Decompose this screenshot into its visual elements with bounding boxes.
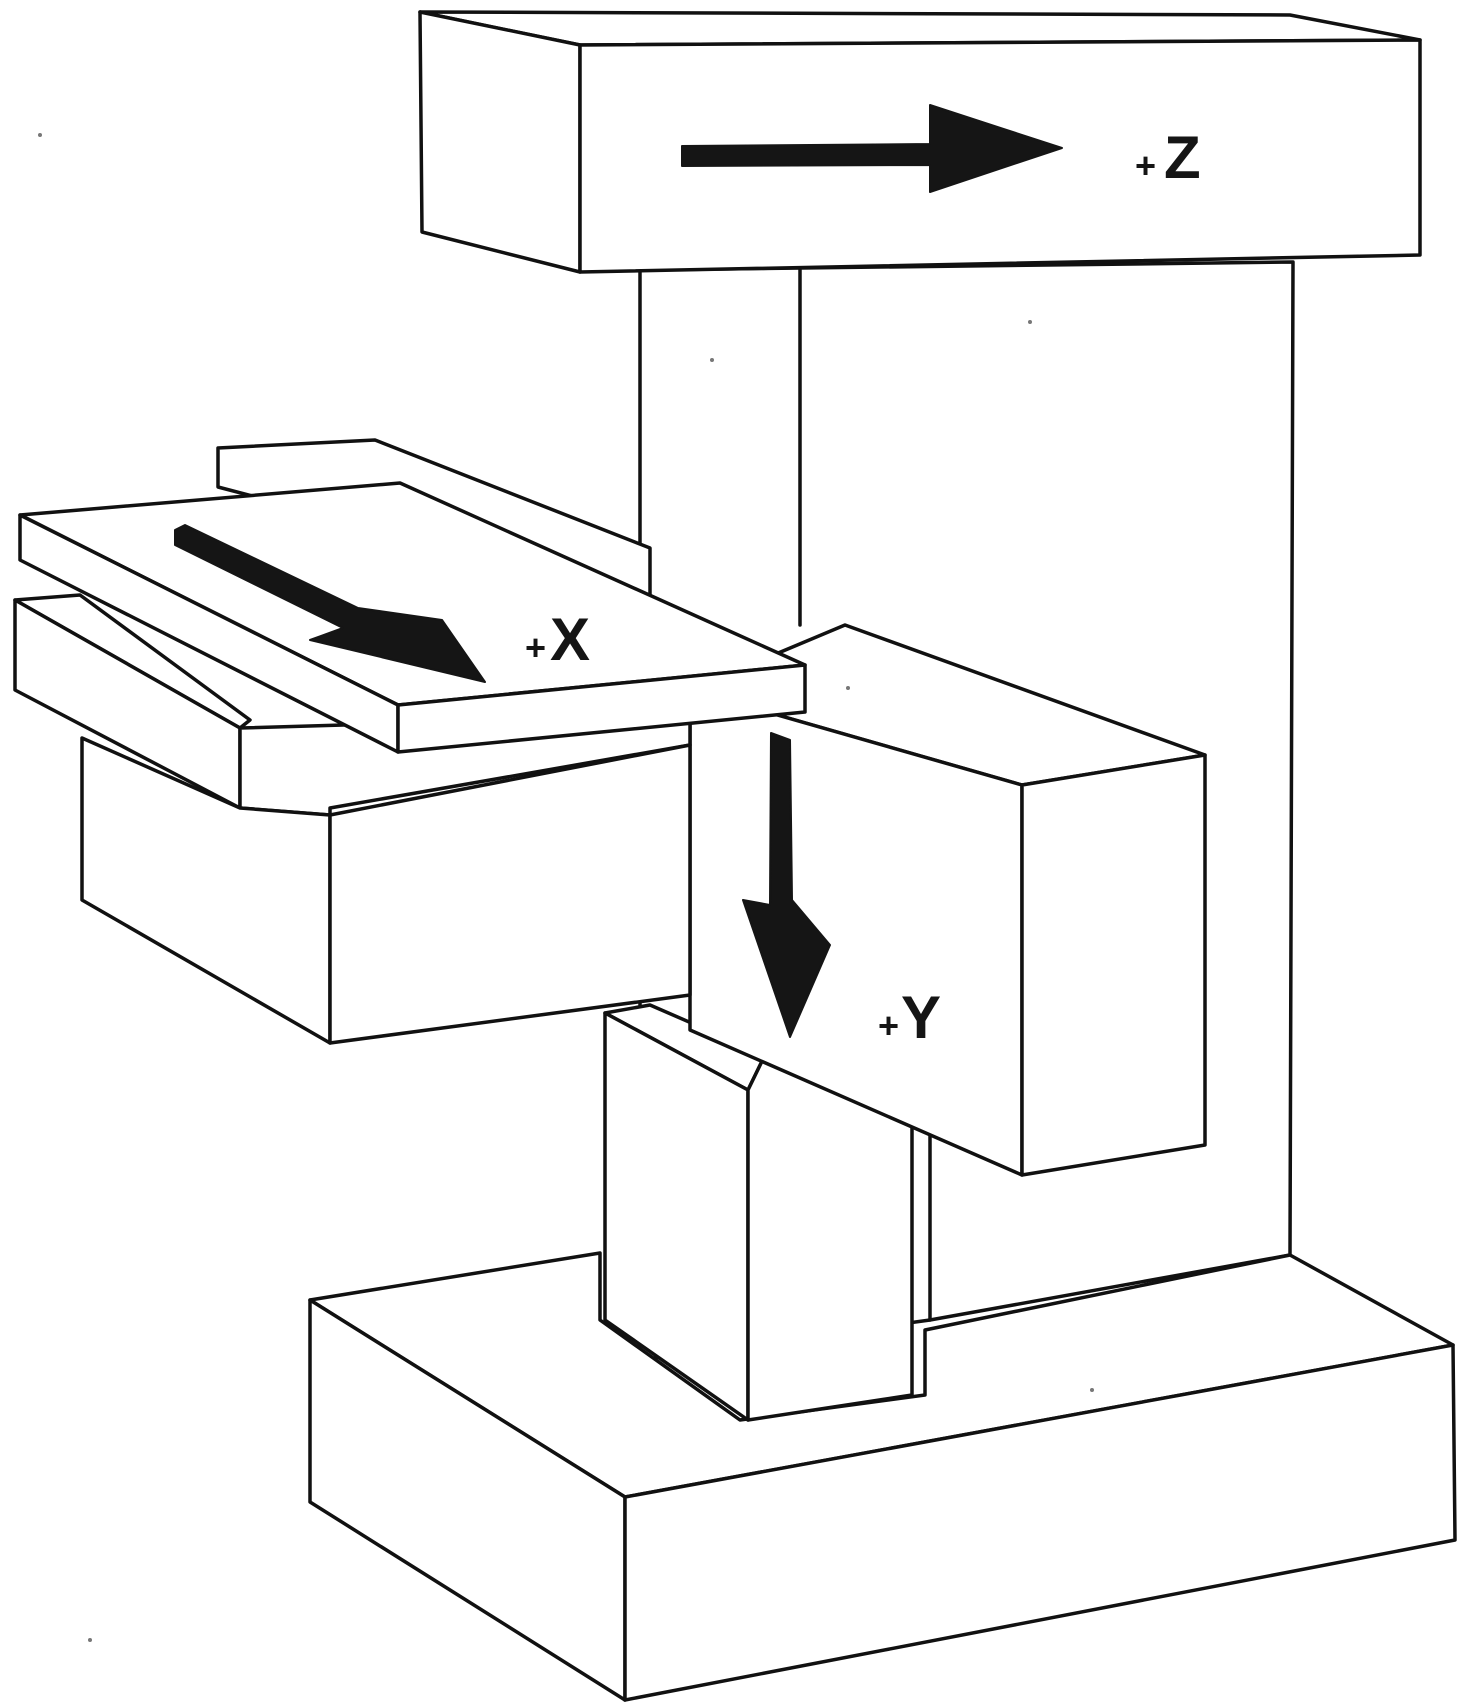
head-side-face [418,10,582,274]
y-axis-arrow-icon [742,732,831,1038]
y-axis-sign: + [878,1005,899,1046]
machine-head [418,10,1422,274]
scan-speck [710,358,714,362]
machine-base [308,1251,1457,1702]
z-axis-sign: + [1135,145,1156,186]
x-axis-label: +X [525,606,590,673]
knee-front-face [1020,753,1207,1177]
scan-speck [1090,1388,1094,1392]
table-front-face [396,663,807,754]
y-axis-label: +Y [878,984,941,1051]
x-axis-sign: + [525,627,546,668]
scan-speck [88,1638,92,1642]
work-table [18,481,807,754]
z-axis-letter: Z [1164,124,1201,191]
knee-support [603,1003,914,1422]
scan-speck [1028,320,1032,324]
x-axis-letter: X [550,606,590,673]
saddle-body-front [328,743,692,1045]
scan-speck [38,133,42,137]
y-axis-letter: Y [901,984,941,1051]
scan-specks [38,133,1094,1642]
z-axis-label: + Z [1135,124,1201,191]
x-axis-arrow-icon [174,524,486,683]
scan-speck [846,686,850,690]
z-axis-arrow-icon [681,104,1063,193]
base-front-face [623,1343,1457,1702]
